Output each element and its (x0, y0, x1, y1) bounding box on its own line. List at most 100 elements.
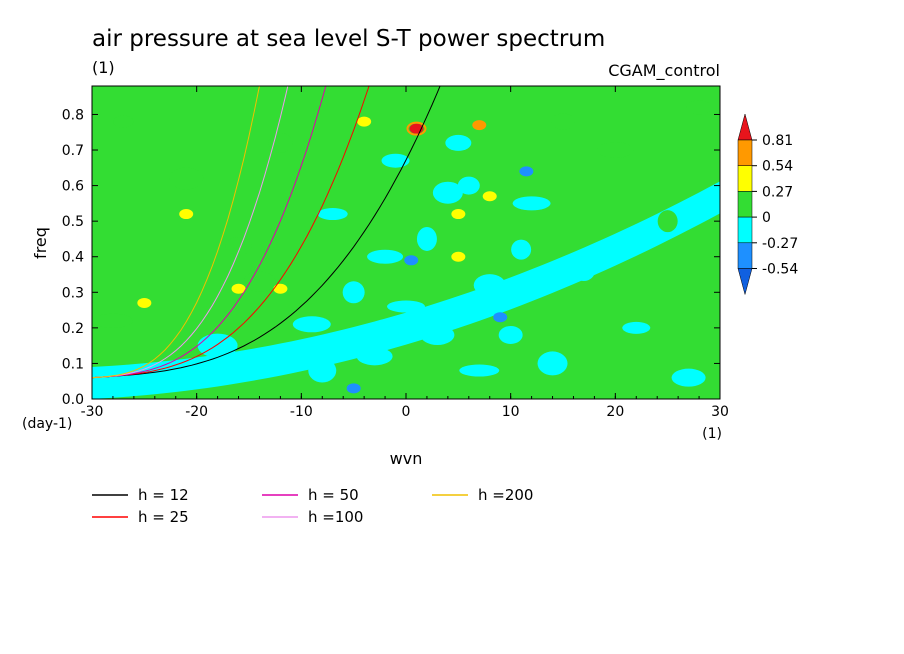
contour-patch (243, 271, 276, 292)
dispersion-curve (92, 86, 260, 379)
contour-patch (268, 132, 293, 153)
chart-title: air pressure at sea level S-T power spec… (92, 26, 605, 52)
legend-label: h =100 (308, 508, 363, 526)
dispersion-curve (92, 86, 289, 379)
y-tick-label: 0.0 (62, 392, 84, 408)
y-tick-label: 0.3 (62, 285, 84, 301)
contour-patch (381, 153, 410, 168)
contour-patch (420, 324, 455, 345)
colorbar-segment (737, 113, 753, 141)
x-tick-label: -20 (185, 404, 208, 420)
dispersion-curves (92, 86, 441, 379)
chart-subtitle-right: CGAM_control (608, 61, 720, 81)
contour-patch (138, 369, 171, 394)
plot-area (92, 86, 720, 399)
legend-label: h = 50 (308, 486, 359, 504)
contour-patch (356, 347, 393, 366)
contour-highlight (137, 297, 152, 308)
contour-highlight (493, 312, 508, 323)
x-axis-label: wvn (390, 449, 423, 468)
y-tick-label: 0.8 (62, 107, 84, 123)
y-tick-label: 0.5 (62, 214, 84, 230)
colorbar: 0.81 0.54 0.27 0 -0.27 -0.54 (737, 113, 798, 296)
y-tick-label: 0.4 (62, 250, 84, 266)
contour-highlight (346, 383, 361, 394)
x-tick-label: 10 (502, 404, 520, 420)
contour-patch (197, 333, 238, 358)
contour-highlight (273, 283, 288, 294)
contour-patch (367, 249, 404, 264)
contour-highlight (451, 209, 466, 220)
colorbar-label: -0.54 (762, 262, 798, 278)
contour-highlight (357, 116, 372, 127)
colorbar-segment (737, 242, 753, 269)
contour-patches (92, 100, 713, 394)
contour-patch (512, 196, 551, 211)
y-tick-label: 0.6 (62, 179, 84, 195)
colorbar-label: -0.27 (762, 236, 798, 252)
colorbar-label: 0.54 (762, 159, 793, 175)
contour-patch (457, 176, 480, 195)
contour-patch (572, 260, 595, 281)
colorbar-label: 0 (762, 210, 771, 226)
legend: h = 12 h = 25 h = 50 h =100 h =200 (92, 486, 533, 526)
y-axis-ticks: 0.0 0.1 0.2 0.3 0.4 0.5 0.6 0.7 0.8 (62, 107, 720, 408)
contour-patch (537, 351, 568, 376)
contour-highlight (179, 209, 194, 220)
contour-patch (551, 113, 575, 130)
colorbar-segment (737, 165, 753, 192)
x-tick-label: 20 (606, 404, 624, 420)
dispersion-curve (92, 86, 441, 379)
y-tick-label: 0.7 (62, 143, 84, 159)
contour-patch (445, 134, 472, 151)
x-axis-ticks: -30 -20 -10 0 10 20 30 (81, 86, 729, 420)
y-unit-label: (day-1) (22, 416, 72, 432)
contour-highlight (404, 255, 419, 266)
contour-highlight (472, 120, 487, 131)
contour-patch (317, 208, 348, 221)
contour-patch (169, 167, 204, 190)
chart-subtitle-left: (1) (92, 58, 115, 77)
contour-patch (671, 368, 706, 387)
contour-highlights (137, 116, 534, 394)
contour-patch (473, 274, 506, 297)
colorbar-segment (737, 268, 753, 296)
y-tick-label: 0.1 (62, 356, 84, 372)
colorbar-segment (737, 191, 753, 218)
contour-patch (597, 142, 634, 159)
contour-patch (657, 210, 678, 233)
x-tick-label: -30 (81, 404, 104, 420)
contour-patch (416, 226, 437, 251)
contour-patch (686, 100, 713, 115)
contour-patch (432, 181, 463, 204)
colorbar-segment (737, 216, 753, 244)
contour-highlight (451, 251, 466, 262)
colorbar-label: 0.81 (762, 133, 793, 149)
contour-patch (622, 321, 651, 334)
legend-label: h =200 (478, 486, 533, 504)
legend-label: h = 25 (138, 508, 189, 526)
contour-highlight (519, 166, 534, 177)
contour-patch (459, 364, 500, 377)
y-axis-label: freq (31, 227, 50, 259)
dispersion-curve (92, 86, 370, 379)
legend-label: h = 12 (138, 486, 189, 504)
x-tick-label: 30 (711, 404, 729, 420)
contour-patch (498, 325, 523, 344)
x-tick-label: -10 (290, 404, 313, 420)
x-unit-label: (1) (702, 426, 722, 442)
contour-patch (225, 237, 252, 256)
contour-highlight (231, 283, 246, 294)
contour-highlight-ring (406, 121, 427, 136)
contour-patch (387, 300, 425, 313)
y-tick-label: 0.2 (62, 321, 84, 337)
contour-patch (92, 313, 133, 328)
contour-patch (342, 281, 365, 304)
contour-highlight (482, 191, 497, 202)
x-tick-label: 0 (402, 404, 411, 420)
colorbar-segment (737, 139, 753, 166)
contour-patch (308, 358, 337, 383)
dispersion-curve (92, 86, 327, 379)
contour-patch (292, 316, 331, 333)
